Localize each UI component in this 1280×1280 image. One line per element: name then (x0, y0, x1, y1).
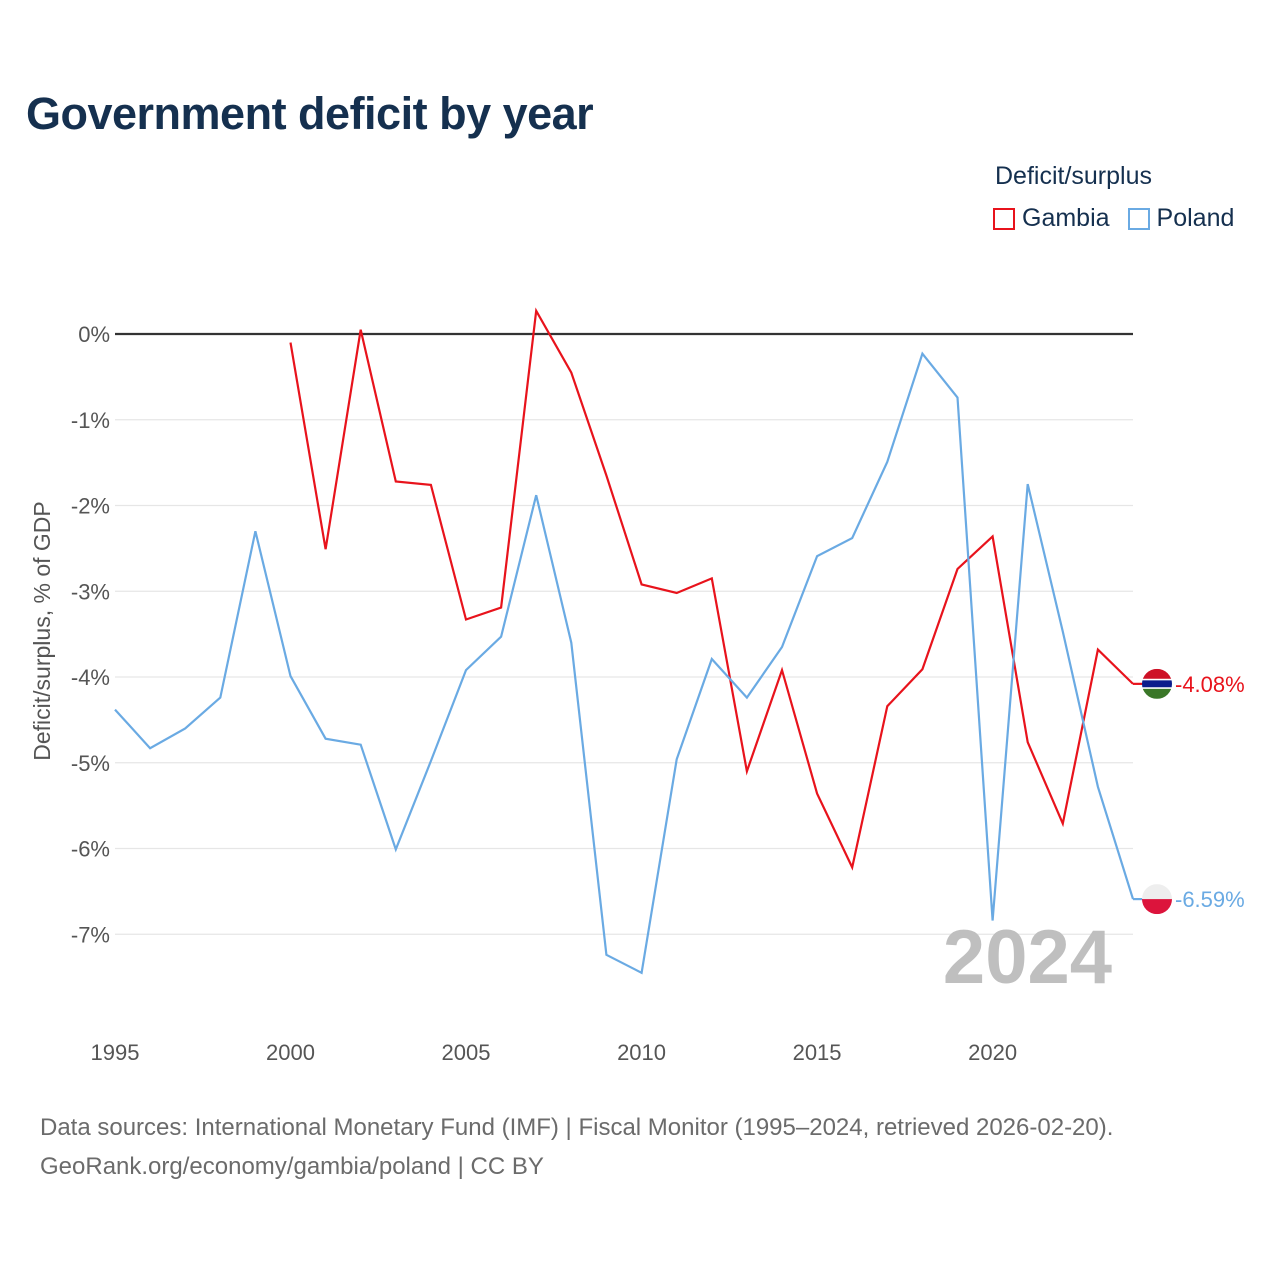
gambia-flag-icon (1142, 668, 1172, 699)
y-tick-label: -6% (71, 837, 110, 862)
x-tick-label: 2020 (968, 1040, 1017, 1065)
series-line-poland (114, 351, 1135, 975)
page-title: Government deficit by year (26, 88, 594, 139)
line-chart: 0% -1% -2% -3% -4% -5% -6% -7% 1995 2000 2005 2010 2… (29, 307, 1245, 1065)
y-tick-label: -1% (71, 408, 110, 433)
legend-title: Deficit/surplus (995, 162, 1152, 190)
y-axis-label: Deficit/surplus, % of GDP (29, 501, 55, 760)
end-value-label: -6.59% (1175, 887, 1245, 912)
poland-flag-icon (1142, 884, 1172, 915)
y-tick-label: -7% (71, 922, 110, 947)
x-tick-label: 2010 (617, 1040, 666, 1065)
y-tick-label: -4% (71, 665, 110, 690)
legend-label-poland: Poland (1156, 204, 1235, 232)
legend: Gambia Poland (993, 204, 1252, 233)
x-tick-label: 2005 (442, 1040, 491, 1065)
y-tick-label: -2% (71, 494, 110, 519)
legend-label-gambia: Gambia (1022, 204, 1110, 232)
y-tick-label: -3% (71, 579, 110, 604)
legend-item-gambia[interactable]: Gambia (993, 204, 1110, 233)
end-value-label: -4.08% (1175, 672, 1245, 697)
y-tick-label: 0% (78, 322, 110, 347)
source-note: Data sources: International Monetary Fun… (40, 1108, 1113, 1186)
legend-swatch-gambia (993, 207, 1015, 230)
series-line-gambia (289, 307, 1134, 871)
source-line-2[interactable]: GeoRank.org/economy/gambia/poland | CC B… (40, 1153, 544, 1180)
year-watermark: 2024 (943, 915, 1112, 1000)
x-tick-label: 1995 (91, 1040, 140, 1065)
x-tick-label: 2015 (793, 1040, 842, 1065)
y-tick-label: -5% (71, 751, 110, 776)
x-tick-label: 2000 (266, 1040, 315, 1065)
legend-swatch-poland (1127, 207, 1150, 230)
legend-item-poland[interactable]: Poland (1127, 204, 1235, 233)
source-line-1: Data sources: International Monetary Fun… (40, 1114, 1114, 1141)
